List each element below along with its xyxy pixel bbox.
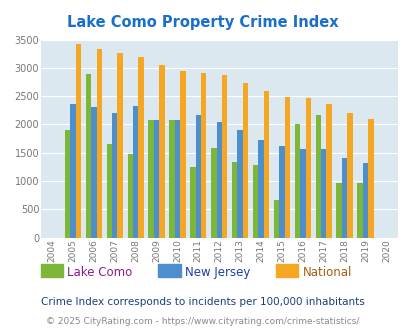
Bar — [216, 122, 222, 238]
Text: Lake Como: Lake Como — [67, 266, 132, 279]
Bar — [180, 71, 185, 238]
Bar — [96, 49, 102, 238]
Bar — [326, 104, 331, 238]
Bar — [169, 120, 174, 238]
Bar — [356, 183, 362, 238]
Bar — [315, 115, 320, 238]
Bar — [127, 154, 132, 238]
Bar — [279, 146, 284, 238]
Bar — [336, 183, 341, 238]
Bar — [294, 124, 299, 238]
Bar — [190, 167, 195, 238]
Bar — [263, 90, 269, 238]
Text: Lake Como Property Crime Index: Lake Como Property Crime Index — [67, 15, 338, 30]
Text: National: National — [302, 266, 351, 279]
Bar — [200, 73, 206, 238]
Bar — [237, 130, 242, 238]
Bar — [252, 165, 258, 238]
Bar — [362, 163, 367, 238]
Bar — [231, 162, 237, 238]
Text: © 2025 CityRating.com - https://www.cityrating.com/crime-statistics/: © 2025 CityRating.com - https://www.city… — [46, 317, 359, 326]
Bar — [273, 200, 279, 238]
Bar — [222, 75, 227, 238]
Bar — [195, 115, 200, 238]
Bar — [117, 53, 123, 238]
Bar — [159, 65, 164, 238]
Bar — [299, 149, 305, 238]
Bar — [153, 120, 159, 238]
Bar — [367, 119, 373, 238]
Text: New Jersey: New Jersey — [184, 266, 249, 279]
Bar — [242, 82, 248, 238]
Bar — [112, 113, 117, 238]
Bar — [305, 98, 310, 238]
Bar — [284, 97, 289, 238]
Bar — [70, 104, 75, 238]
Bar — [258, 140, 263, 238]
Bar — [65, 130, 70, 238]
Bar — [174, 120, 180, 238]
Bar — [107, 144, 112, 238]
Bar — [91, 108, 96, 238]
Text: Crime Index corresponds to incidents per 100,000 inhabitants: Crime Index corresponds to incidents per… — [41, 297, 364, 307]
Bar — [85, 74, 91, 238]
Bar — [132, 106, 138, 238]
Bar — [211, 148, 216, 238]
Bar — [346, 113, 352, 238]
Bar — [75, 44, 81, 238]
Bar — [138, 56, 143, 238]
Bar — [148, 120, 153, 238]
Bar — [341, 158, 346, 238]
Bar — [320, 149, 326, 238]
